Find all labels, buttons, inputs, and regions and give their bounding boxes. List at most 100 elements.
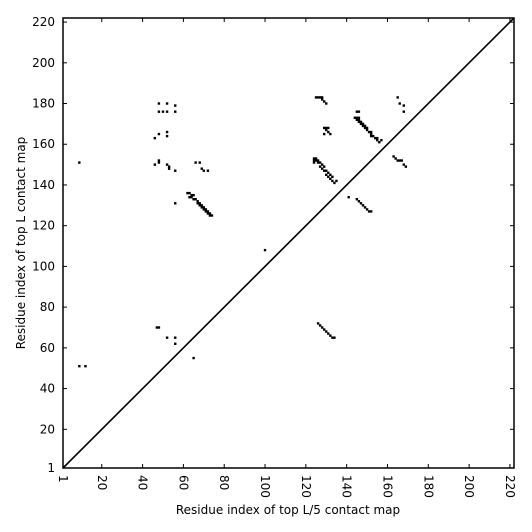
contact-point — [376, 138, 379, 142]
contact-point — [363, 126, 367, 130]
contact-point — [361, 204, 365, 207]
contact-point — [327, 332, 330, 335]
contact-point — [323, 165, 326, 168]
contact-point — [161, 110, 165, 113]
contact-point — [153, 163, 157, 166]
contact-point — [206, 212, 210, 215]
contact-point — [210, 214, 214, 217]
x-axis-ticks: 1 20 40 60 80 100 120 140 160 180 200 220 — [56, 18, 517, 498]
contact-point — [357, 118, 361, 122]
contact-point — [369, 210, 373, 213]
contact-point — [165, 102, 169, 105]
contact-point — [323, 169, 326, 172]
contact-point — [325, 126, 328, 130]
contact-point — [84, 364, 87, 368]
contact-point — [153, 136, 157, 140]
y-tick-label: 80 — [40, 300, 55, 314]
contact-point — [157, 132, 161, 136]
contact-point — [400, 159, 403, 162]
contact-point — [325, 128, 328, 132]
contact-point — [359, 122, 363, 126]
contact-point — [314, 159, 318, 162]
contact-point — [331, 175, 334, 179]
contact-points-layer — [78, 96, 408, 368]
contact-point — [374, 136, 377, 140]
contact-point — [320, 98, 324, 101]
contact-point — [365, 128, 369, 132]
x-tick-label: 220 — [503, 475, 517, 498]
contact-point — [312, 159, 316, 162]
contact-point — [323, 100, 326, 103]
contact-point — [367, 210, 371, 213]
contact-point — [192, 193, 195, 197]
contact-point — [363, 124, 367, 128]
contact-point — [398, 102, 401, 105]
contact-point — [192, 198, 195, 201]
contact-point — [402, 163, 405, 166]
contact-point — [365, 126, 369, 130]
contact-point — [357, 116, 361, 119]
contact-point — [312, 161, 316, 164]
x-tick-label: 200 — [462, 475, 476, 498]
contact-point — [200, 167, 203, 170]
contact-point — [355, 198, 359, 201]
contact-point — [167, 165, 171, 168]
x-tick-label: 180 — [421, 475, 435, 498]
contact-point — [369, 134, 373, 138]
contact-point — [192, 356, 195, 360]
contact-point — [206, 169, 210, 172]
contact-point — [167, 167, 171, 170]
x-tick-label: 20 — [95, 475, 109, 490]
contact-point — [202, 206, 206, 209]
contact-point — [329, 334, 332, 337]
contact-point — [363, 206, 367, 209]
contact-point — [174, 110, 177, 113]
y-tick-label: 140 — [32, 178, 55, 192]
contact-point — [165, 134, 169, 138]
contact-point — [314, 96, 318, 99]
contact-point — [157, 110, 161, 113]
contact-point — [325, 169, 328, 172]
contact-point — [367, 130, 371, 134]
contact-point — [396, 159, 399, 162]
contact-point — [329, 173, 332, 176]
plot-frame — [62, 17, 515, 469]
contact-point — [174, 169, 177, 172]
contact-point — [157, 161, 161, 164]
contact-point — [202, 208, 206, 211]
contact-point — [198, 161, 201, 164]
contact-point — [157, 326, 161, 329]
contact-point — [327, 130, 330, 134]
contact-point — [404, 165, 408, 168]
y-axis-label: Residue index of top L contact map — [14, 137, 28, 350]
y-tick-label: 40 — [40, 382, 55, 396]
contact-point — [198, 204, 201, 207]
contact-point — [174, 104, 177, 107]
contact-point — [402, 110, 405, 113]
contact-point — [357, 110, 361, 113]
y-tick-label: 220 — [32, 15, 55, 29]
contact-point — [329, 177, 332, 181]
contact-point — [359, 120, 363, 124]
contact-point — [347, 195, 350, 199]
x-tick-label: 80 — [217, 475, 231, 490]
contact-point — [316, 96, 320, 99]
contact-point — [157, 159, 161, 162]
contact-point — [316, 159, 320, 162]
contact-point — [359, 202, 363, 205]
contact-point — [378, 141, 381, 144]
y-tick-label: 20 — [40, 422, 55, 436]
contact-point — [157, 102, 161, 105]
y-tick-label: 60 — [40, 341, 55, 355]
contact-point — [323, 126, 326, 130]
contact-point — [331, 179, 334, 183]
contact-point — [188, 195, 191, 199]
contact-point — [318, 161, 322, 164]
contact-point — [202, 169, 206, 172]
contact-point — [174, 342, 177, 345]
y-tick-label: 1 — [47, 461, 55, 475]
contact-point — [392, 155, 395, 158]
contact-point — [320, 326, 324, 329]
x-tick-label: 100 — [258, 475, 272, 498]
